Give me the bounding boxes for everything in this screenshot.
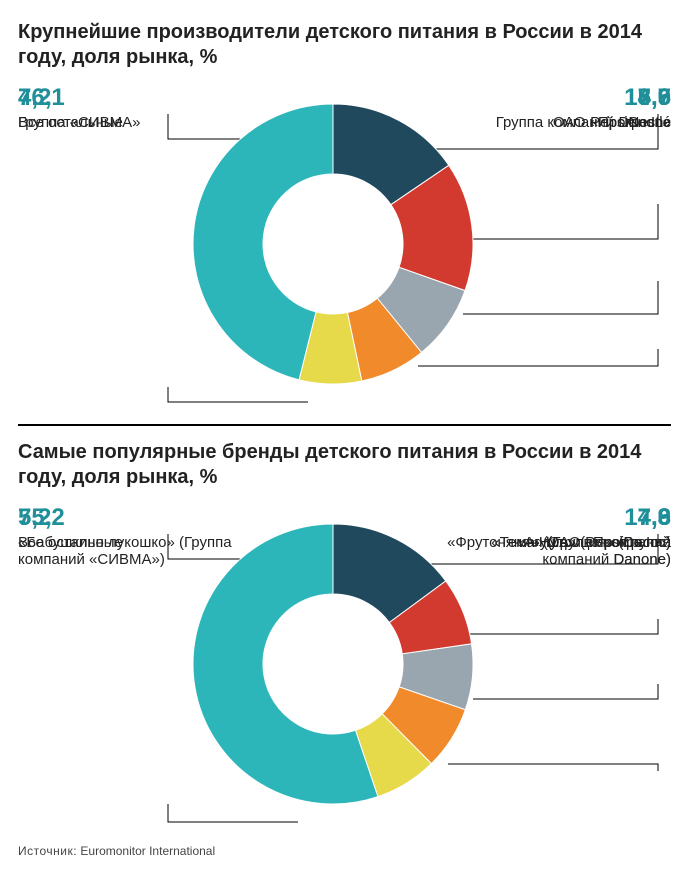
label-pepsico: 7,6PepsiCo Inc [471,84,671,131]
leader-line [473,684,658,699]
source-line: Источник: Euromonitor International [18,844,671,858]
chart-producers: Крупнейшие производители детского питани… [18,20,671,414]
label-lukoshko: 7,2«Бабушкино лукошко» (Группа компаний … [18,504,238,568]
label-nutricia: 7,3«Нутриция» (Группа компаний Danone) [471,504,671,568]
label-sivma: 7,2Группа «СИВМА» [18,84,141,131]
leader-line [168,387,308,402]
donut-chart [188,99,478,389]
chart-area: 46,1Все остальные 7,2Группа «СИВМА» 15,5… [18,84,671,414]
leader-line [468,204,658,239]
leader-line [448,764,658,771]
chart-brands: Самые популярные бренды детского питания… [18,440,671,834]
chart-title: Самые популярные бренды детского питания… [18,440,671,490]
leader-line [463,281,658,314]
leader-line [468,619,658,634]
chart-title: Крупнейшие производители детского питани… [18,20,671,70]
divider [18,424,671,426]
chart-area: 55,2Все остальные 7,2«Бабушкино лукошко»… [18,504,671,834]
